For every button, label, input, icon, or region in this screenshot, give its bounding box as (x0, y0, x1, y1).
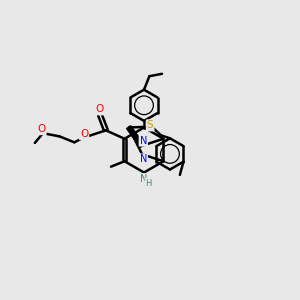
Text: N: N (140, 174, 148, 184)
Text: O: O (95, 104, 103, 114)
Text: N: N (140, 154, 147, 164)
Text: N: N (140, 136, 147, 146)
Text: H: H (146, 179, 152, 188)
Text: S: S (147, 120, 154, 130)
Text: O: O (37, 124, 46, 134)
Text: O: O (80, 129, 88, 139)
